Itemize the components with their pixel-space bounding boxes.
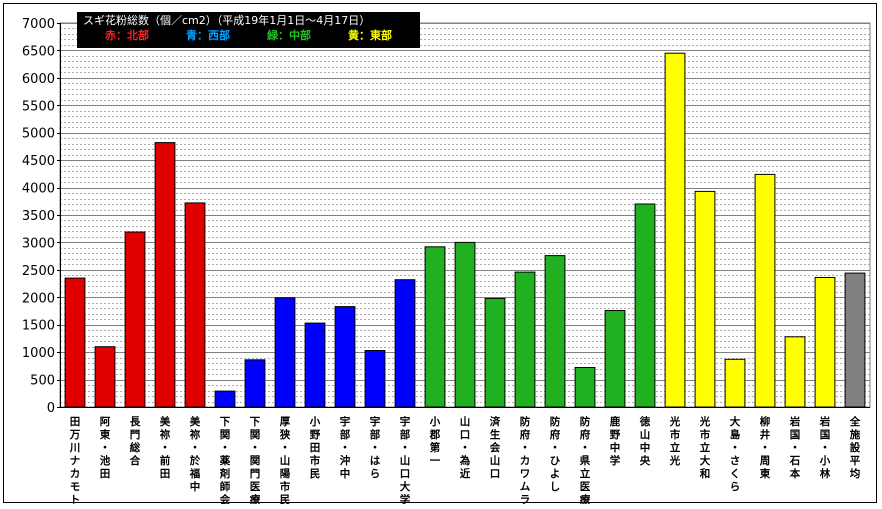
x-tick-label: 美祢・前田 <box>160 415 171 480</box>
chart-title: スギ花粉総数（個／cm2）（平成19年1月1日〜4月17日） <box>83 14 371 27</box>
bars <box>64 52 866 408</box>
x-tick-label: 田万川ナカモト <box>69 416 81 504</box>
bar-17 <box>544 255 566 408</box>
x-tick-label: 宇部・はら <box>370 415 381 480</box>
bar-2 <box>94 346 116 408</box>
x-tick-label: 光市立光 <box>669 415 681 467</box>
bar-21 <box>664 52 686 408</box>
bar-9 <box>304 322 326 408</box>
bar-18 <box>574 367 596 408</box>
y-tick-label: 5500 <box>22 99 55 114</box>
y-tick-label: 6500 <box>22 44 55 59</box>
bar-26 <box>814 277 836 408</box>
x-tick-label: 全施設平均 <box>849 415 861 480</box>
x-tick-label: 防府・県立医療 <box>580 415 591 504</box>
y-tick-label: 2500 <box>22 264 55 279</box>
bar-27 <box>844 272 866 408</box>
y-tick-label: 7000 <box>22 17 55 32</box>
bar-6 <box>214 390 236 408</box>
x-tick-label: 岩国・石本 <box>789 415 801 480</box>
x-tick-label: 岩国・小林 <box>819 415 831 480</box>
x-tick-label: 厚狭・山陽市民 <box>279 416 291 504</box>
y-tick-label: 500 <box>30 374 55 389</box>
y-tick-label: 0 <box>47 401 55 416</box>
x-tick-label: 大島・さくら <box>730 415 741 493</box>
legend-north: 赤：北部 <box>105 29 149 42</box>
title-legend-box: スギ花粉総数（個／cm2）（平成19年1月1日〜4月17日） 赤：北部 青：西部… <box>77 12 420 48</box>
bar-7 <box>244 359 266 408</box>
region-legend: 赤：北部 青：西部 緑：中部 黄：東部 <box>83 28 414 43</box>
x-tick-label: 徳山中央 <box>639 415 651 467</box>
bar-19 <box>604 310 626 408</box>
x-tick-label: 小野田市民 <box>309 415 321 480</box>
x-tick-label: 長門総合 <box>129 416 141 467</box>
y-tick-label: 6000 <box>22 72 55 87</box>
y-tick-label: 4500 <box>22 154 55 169</box>
bar-10 <box>334 306 356 408</box>
x-tick-label: 防府・カワムラ <box>520 415 531 504</box>
x-tick-label: 鹿野中学 <box>610 415 621 467</box>
x-tick-label: 柳井・周東 <box>760 415 771 480</box>
x-tick-label: 阿東・池田 <box>100 416 111 480</box>
chart-frame: 0 500 1000 1500 2000 2500 3000 3500 4000 4500 5000… <box>3 3 877 504</box>
bar-20 <box>634 203 656 408</box>
x-tick-label: 山口・為近 <box>459 415 471 480</box>
x-tick-label: 防府・ひよし <box>550 415 561 493</box>
x-tick-label: 美祢・於福中 <box>189 415 201 493</box>
x-tick-label: 小郡第一 <box>429 415 441 467</box>
bar-23 <box>724 358 746 408</box>
bar-13 <box>424 246 446 408</box>
legend-east: 黄：東部 <box>348 29 393 42</box>
y-tick-label: 1500 <box>22 319 55 334</box>
axes <box>60 23 870 408</box>
y-tick-label: 5000 <box>22 127 55 142</box>
y-tick-label: 3000 <box>22 236 55 251</box>
bar-4 <box>154 142 176 408</box>
y-tick-label: 2000 <box>22 291 55 306</box>
bar-12 <box>394 279 416 408</box>
x-tick-label: 下関・関門医療 <box>250 416 261 504</box>
bar-8 <box>274 297 296 408</box>
bar-5 <box>184 202 206 408</box>
bar-1 <box>64 277 86 408</box>
bar-25 <box>784 336 806 408</box>
bar-14 <box>454 241 476 408</box>
x-tick-labels: 田万川ナカモト 阿東・池田 長門総合 美祢・前田 美祢・於福中 下関・薬剤師会 下関・関門医… <box>69 415 861 504</box>
x-tick-label: 光市立大和 <box>699 415 711 480</box>
bar-16 <box>514 271 536 408</box>
x-tick-label: 宇部・山口大学 <box>400 415 411 504</box>
bar-3 <box>124 231 146 408</box>
bar-11 <box>364 350 386 408</box>
y-tick-label: 1000 <box>22 346 55 361</box>
y-tick-label: 3500 <box>22 209 55 224</box>
legend-central: 緑：中部 <box>267 29 312 42</box>
x-tick-label: 宇部・沖中 <box>340 415 351 480</box>
legend-west: 青：西部 <box>186 29 231 42</box>
y-tick-label: 4000 <box>22 182 55 197</box>
x-tick-label: 下関・薬剤師会 <box>219 416 231 504</box>
x-tick-label: 済生会山口 <box>490 415 501 480</box>
bar-24 <box>754 173 776 408</box>
bar-chart: 0 500 1000 1500 2000 2500 3000 3500 4000 4500 5000… <box>22 17 871 504</box>
bar-22 <box>694 190 716 408</box>
y-tick-labels: 0 500 1000 1500 2000 2500 3000 3500 4000 4500 5000… <box>22 17 60 416</box>
bar-15 <box>484 297 506 408</box>
